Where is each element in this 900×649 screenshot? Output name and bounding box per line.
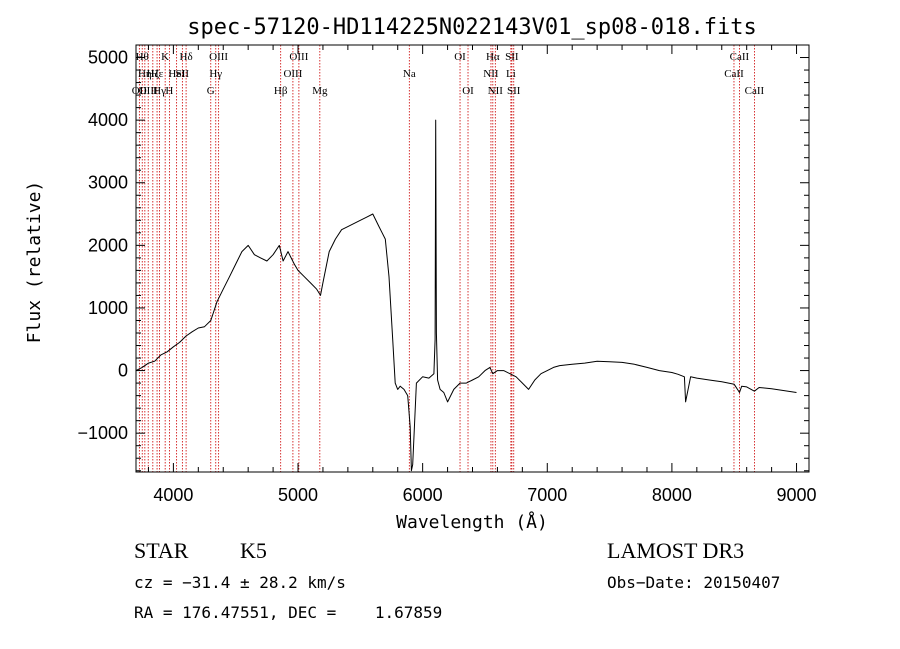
y-tick-label: 0 (118, 361, 128, 381)
spectral-line-label: Hε (151, 68, 164, 80)
spectral-line-labels: OIIHθHηOIIIHζHεHγKHHeISIIHδGHγOIIIHβOIII… (132, 51, 765, 97)
spectral-line-label: OIII (139, 85, 158, 97)
x-axis-label: Wavelength (Å) (396, 511, 548, 533)
spectrum-line (135, 119, 797, 472)
spectral-line-label: NII (483, 68, 499, 80)
x-axis-ticks: 4000 5000 6000 7000 8000 9000 (147, 45, 817, 505)
spectral-line-label: Hζ (147, 68, 160, 80)
spectral-line-label: Hγ (153, 85, 166, 97)
y-tick-label: 1000 (88, 298, 128, 318)
spectral-line-label: SII (507, 85, 521, 97)
spectral-line-label: H (165, 85, 173, 97)
plot-frame (135, 44, 810, 473)
spectral-line-label: Hθ (136, 51, 149, 63)
y-tick-label: 3000 (88, 173, 128, 193)
spectral-line-label: OIII (209, 51, 228, 63)
y-tick-label: 2000 (88, 235, 128, 255)
x-tick-label: 8000 (652, 485, 692, 505)
spectral-line-label: SII (505, 51, 519, 63)
spectral-line-label: G (207, 85, 215, 97)
survey-name: LAMOST DR3 (607, 538, 745, 563)
redshift-velocity: cz = −31.4 ± 28.2 km/s (134, 573, 346, 592)
x-tick-label: 5000 (278, 485, 318, 505)
spectral-line-label: OI (454, 51, 466, 63)
spectral-line-label: OIII (289, 51, 308, 63)
spectral-line-markers (138, 45, 755, 472)
x-tick-label: 4000 (153, 485, 193, 505)
spectral-line-label: CaII (745, 85, 765, 97)
y-axis-ticks: −1000 0 1000 2000 3000 4000 5000 (77, 44, 809, 472)
y-axis-label: Flux (relative) (24, 181, 45, 344)
spectral-line-label: CaII (724, 68, 744, 80)
spectral-line-label: HeI (168, 68, 185, 80)
chart-title: spec-57120-HD114225N022143V01_sp08-018.f… (187, 15, 757, 40)
spectral-line-label: Hγ (209, 68, 222, 80)
x-tick-label: 9000 (777, 485, 817, 505)
spectral-line-label: NII (488, 85, 504, 97)
spectral-line-label: Hα (486, 51, 500, 63)
spectral-line-label: Hβ (274, 85, 288, 97)
spectral-line-label: Na (403, 68, 416, 80)
spectral-line-label: CaII (730, 51, 750, 63)
x-tick-label: 6000 (403, 485, 443, 505)
spectral-line-label: Hη (138, 68, 152, 80)
object-subclass: K5 (240, 538, 267, 563)
y-tick-label: 4000 (88, 110, 128, 130)
spectral-line-label: K (161, 51, 169, 63)
observation-date: Obs−Date: 20150407 (607, 573, 781, 592)
spectral-line-label: SII (176, 68, 190, 80)
x-tick-label: 7000 (527, 485, 567, 505)
spectral-line-label: Hδ (180, 51, 193, 63)
y-tick-label: −1000 (77, 423, 128, 443)
spectral-line-label: OIII (283, 68, 302, 80)
spectral-line-label: OI (462, 85, 474, 97)
spectral-line-label: Li (506, 68, 516, 80)
spectral-line-label: Mg (312, 85, 328, 97)
y-tick-label: 5000 (88, 48, 128, 68)
object-class: STAR (134, 538, 189, 563)
sky-coordinates: RA = 176.47551, DEC = 1.67859 (134, 603, 443, 622)
